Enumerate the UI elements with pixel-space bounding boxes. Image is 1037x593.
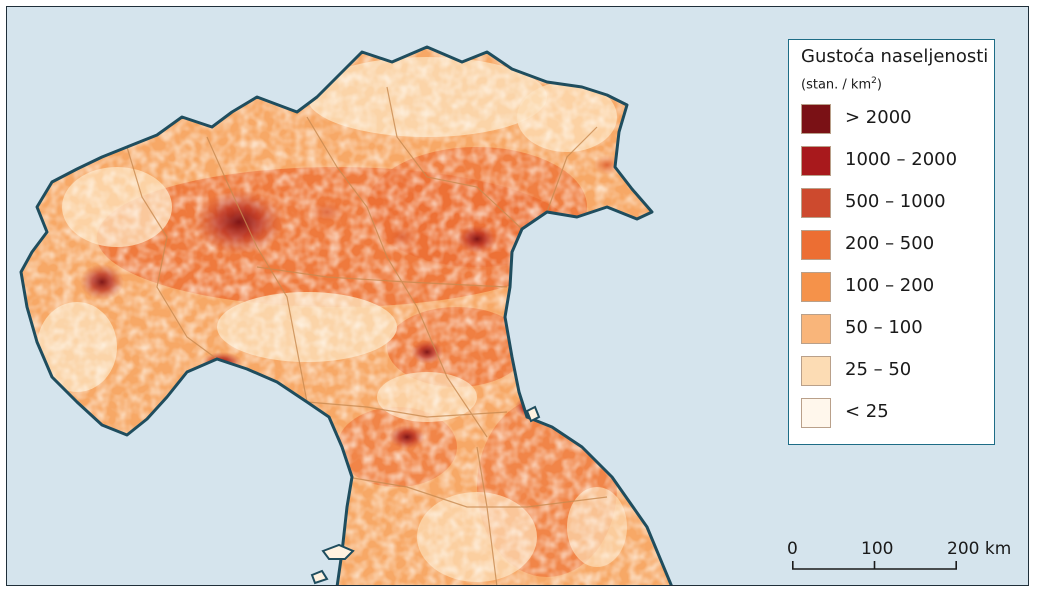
legend-unit: (stan. / km2) — [801, 76, 882, 92]
legend-label: 100 – 200 — [845, 275, 935, 296]
legend-item: 1000 – 2000 — [801, 146, 991, 176]
legend-item: < 25 — [801, 398, 991, 428]
legend-swatch — [801, 188, 831, 218]
legend-swatch — [801, 398, 831, 428]
legend-item: 200 – 500 — [801, 230, 991, 260]
legend-item: 25 – 50 — [801, 356, 991, 386]
legend-swatch — [801, 314, 831, 344]
legend-title: Gustoća naseljenosti — [801, 46, 989, 67]
legend-swatch — [801, 104, 831, 134]
legend-swatch — [801, 272, 831, 302]
islands — [310, 405, 541, 585]
map-legend: Gustoća naseljenosti (stan. / km2) > 200… — [788, 39, 995, 445]
legend-label: 500 – 1000 — [845, 191, 946, 212]
legend-item: > 2000 — [801, 104, 991, 134]
map-frame: Gustoća naseljenosti (stan. / km2) > 200… — [6, 6, 1029, 586]
scale-label-100: 100 — [861, 539, 894, 559]
scale-bar-line — [792, 561, 957, 570]
scale-bar: 0 100 200 km — [787, 539, 1027, 579]
legend-label: 1000 – 2000 — [845, 149, 958, 170]
legend-label: < 25 — [845, 401, 889, 422]
legend-item: 100 – 200 — [801, 272, 991, 302]
legend-swatch — [801, 230, 831, 260]
legend-item: 500 – 1000 — [801, 188, 991, 218]
scale-label-0: 0 — [787, 539, 798, 559]
legend-swatch — [801, 356, 831, 386]
legend-unit-exponent: 2 — [871, 76, 877, 86]
legend-label: > 2000 — [845, 107, 912, 128]
legend-unit-prefix: (stan. / km — [801, 77, 872, 93]
legend-unit-suffix: ) — [876, 77, 882, 93]
legend-label: 200 – 500 — [845, 233, 935, 254]
legend-swatch — [801, 146, 831, 176]
legend-label: 50 – 100 — [845, 317, 923, 338]
legend-label: 25 – 50 — [845, 359, 912, 380]
scale-label-200: 200 km — [947, 539, 1012, 559]
legend-item: 50 – 100 — [801, 314, 991, 344]
